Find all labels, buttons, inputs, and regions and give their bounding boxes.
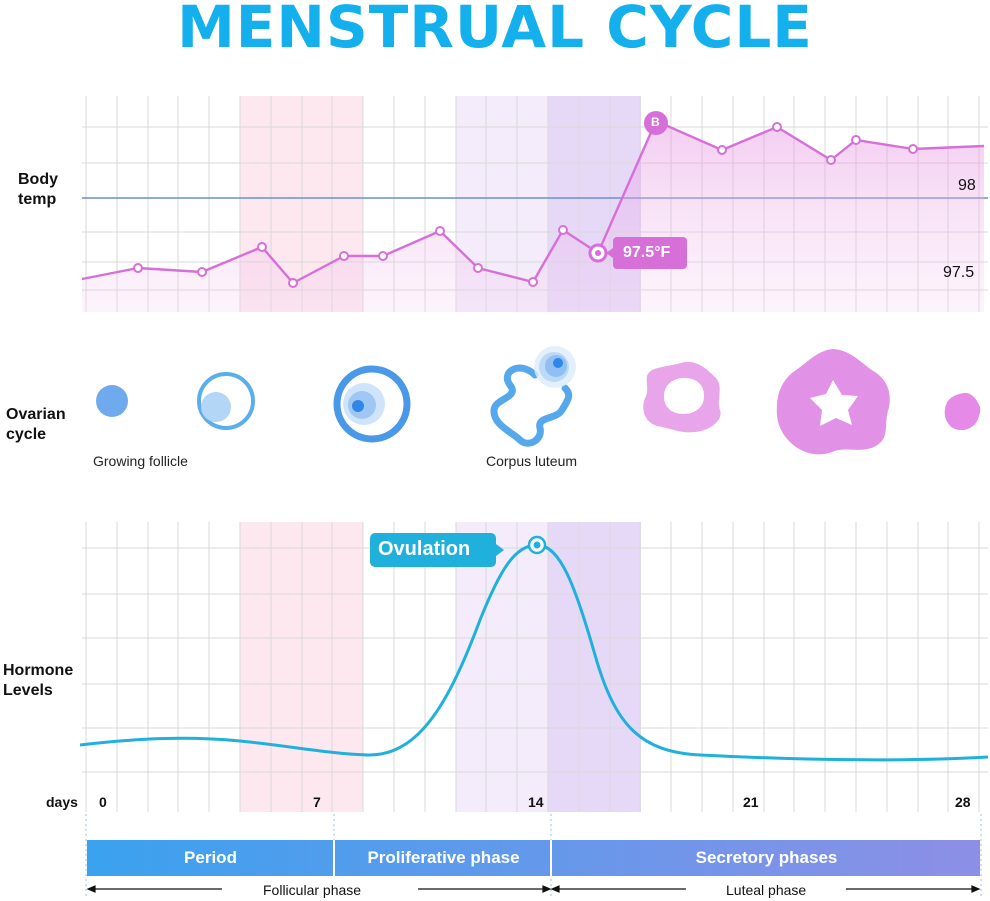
day-tick-28: 28	[955, 794, 971, 810]
growing-follicle-caption: Growing follicle	[93, 453, 188, 469]
temp-tick-98: 98	[958, 177, 976, 194]
temp-b-label: B	[651, 115, 660, 129]
temp-point-16	[851, 135, 861, 145]
temp-tick-97-5: 97.5	[943, 264, 975, 281]
ovarian-cycle-label-line2: cycle	[6, 426, 47, 443]
temp-point-10	[558, 225, 568, 235]
temp-point-1	[133, 263, 143, 273]
temp-point-9	[528, 277, 538, 287]
secretory-band-lower	[548, 522, 641, 812]
period-phase-label: Period	[184, 848, 237, 867]
hormone-levels-label-line1: Hormone	[3, 662, 74, 679]
corpus-luteum-icon	[490, 346, 576, 447]
follicle-small-icon	[96, 385, 128, 417]
hormone-grid	[82, 522, 988, 812]
luteal-ring-large-icon	[776, 349, 890, 455]
hormone-line	[79, 543, 989, 762]
temp-points	[133, 122, 918, 288]
luteal-ring-small-icon	[643, 361, 721, 433]
temp-callout-label: 97.5°F	[623, 244, 671, 261]
temp-point-15	[826, 155, 836, 165]
temp-point-4	[288, 278, 298, 288]
temp-point-3	[257, 242, 267, 252]
luteal-arrows	[550, 885, 981, 893]
hormone-levels-label-line2: Levels	[3, 682, 53, 699]
body-temp-label-line2: temp	[18, 191, 57, 208]
follicular-phase-label: Follicular phase	[263, 882, 362, 898]
corpus-luteum-caption: Corpus luteum	[486, 453, 578, 469]
temp-b-marker	[644, 111, 668, 135]
follicular-arrows	[86, 885, 552, 893]
temp-point-6	[378, 251, 388, 261]
temp-callout-box	[613, 237, 687, 269]
luteal-phase-label: Luteal phase	[726, 882, 807, 898]
proliferative-phase-label: Proliferative phase	[367, 848, 520, 867]
temp-point-14	[772, 122, 782, 132]
hormone-panel	[79, 522, 989, 812]
ovulation-callout-box	[370, 533, 496, 567]
ovarian-icons	[96, 346, 981, 455]
luteal-small-icon	[944, 392, 981, 431]
follicle-mature-icon	[333, 365, 411, 443]
page-title: MENSTRUAL CYCLE	[177, 0, 813, 61]
temp-point-5	[339, 251, 349, 261]
day-tick-0: 0	[99, 794, 107, 810]
phase-bar-bg	[87, 840, 980, 876]
temp-point-13	[717, 145, 727, 155]
temp-point-17	[908, 144, 918, 154]
day-tick-7: 7	[313, 794, 321, 810]
ovulation-label: Ovulation	[378, 538, 471, 560]
secretory-phase-label: Secretory phases	[695, 848, 838, 867]
ovarian-cycle-label: Ovarian cycle	[6, 405, 66, 445]
body-temp-label-line1: Body	[18, 171, 58, 188]
day-tick-21: 21	[743, 794, 759, 810]
body-temp-label: Body temp	[18, 170, 58, 210]
hormone-levels-label: Hormone Levels	[3, 661, 73, 701]
temp-point-7	[435, 226, 445, 236]
temp-area	[82, 121, 984, 312]
day-tick-14: 14	[528, 794, 544, 810]
temp-point-2	[197, 267, 207, 277]
days-axis-label: days	[46, 794, 78, 810]
follicle-growing-icon	[197, 372, 255, 430]
temp-point-8	[473, 263, 483, 273]
ovarian-cycle-label-line1: Ovarian	[6, 406, 66, 423]
temp-panel	[81, 96, 988, 312]
